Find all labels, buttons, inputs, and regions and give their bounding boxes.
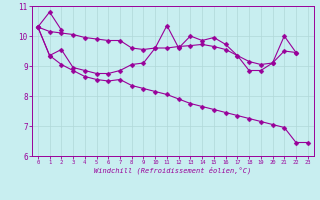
X-axis label: Windchill (Refroidissement éolien,°C): Windchill (Refroidissement éolien,°C): [94, 167, 252, 174]
